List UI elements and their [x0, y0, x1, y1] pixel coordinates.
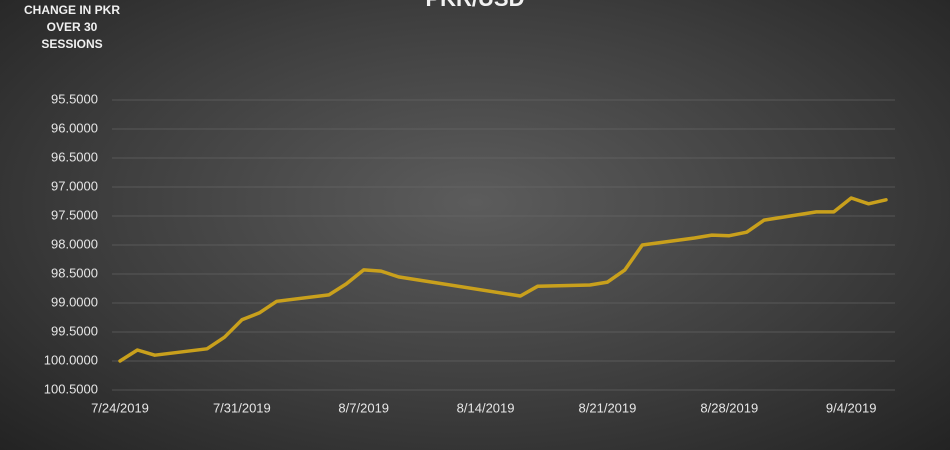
- chart-title: PKR/USD: [425, 0, 524, 11]
- y-tick-label: 98.5000: [51, 265, 98, 280]
- x-tick-label: 8/21/2019: [579, 400, 637, 415]
- y-tick-label: 97.5000: [51, 207, 98, 222]
- y-tick-label: 98.0000: [51, 236, 98, 251]
- x-tick-label: 8/7/2019: [338, 400, 389, 415]
- y-tick-label: 96.0000: [51, 120, 98, 135]
- y-axis-title: CHANGE IN PKR OVER 30 SESSIONS: [23, 3, 120, 51]
- x-tick-label: 7/24/2019: [91, 400, 149, 415]
- y-tick-label: 100.5000: [44, 381, 98, 396]
- x-tick-label: 8/28/2019: [700, 400, 758, 415]
- y-tick-label: 96.5000: [51, 149, 98, 164]
- x-tick-label: 9/4/2019: [826, 400, 877, 415]
- y-tick-label: 99.5000: [51, 323, 98, 338]
- x-tick-label: 7/31/2019: [213, 400, 271, 415]
- y-tick-label: 95.5000: [51, 91, 98, 106]
- y-tick-label: 99.0000: [51, 294, 98, 309]
- y-tick-label: 97.0000: [51, 178, 98, 193]
- y-tick-label: 100.0000: [44, 352, 98, 367]
- x-tick-label: 8/14/2019: [457, 400, 515, 415]
- data-line: [118, 196, 888, 363]
